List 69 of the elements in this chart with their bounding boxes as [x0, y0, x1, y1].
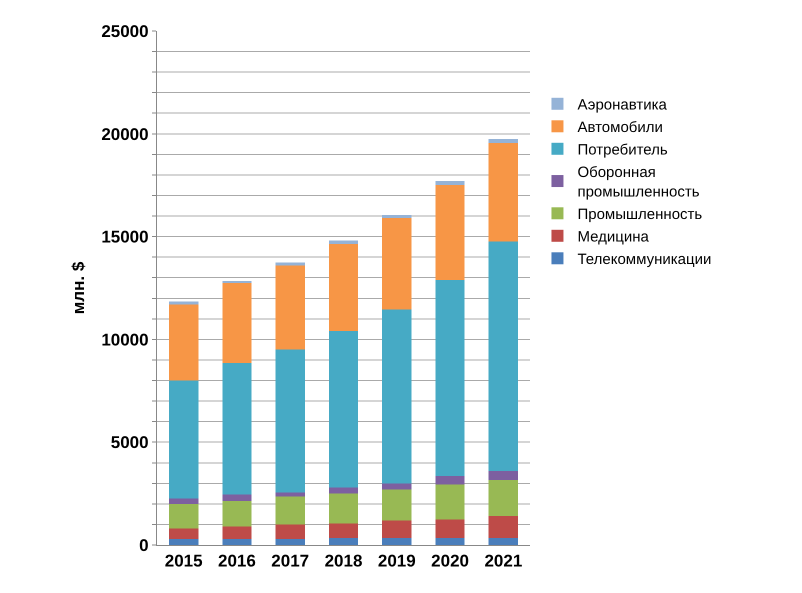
x-tick-label: 2020	[431, 551, 469, 570]
bar	[328, 487, 358, 494]
legend-label: Потребитель	[577, 142, 668, 159]
bar	[382, 218, 412, 310]
y-tick-label: 10000	[101, 330, 149, 350]
bar	[382, 310, 412, 484]
bar	[222, 282, 252, 364]
x-tick-label: 2015	[164, 551, 203, 570]
bar	[382, 489, 412, 520]
bar	[276, 492, 305, 497]
bar	[222, 538, 252, 545]
bar	[382, 483, 412, 490]
bar	[168, 538, 198, 545]
bar	[168, 304, 198, 381]
bar	[222, 363, 252, 495]
bar	[488, 470, 518, 480]
bar	[382, 520, 412, 538]
bar	[488, 143, 518, 242]
bar	[276, 262, 305, 266]
bar	[222, 526, 252, 539]
bar	[328, 538, 358, 545]
bar	[276, 350, 305, 493]
bar	[168, 528, 198, 539]
bar	[435, 538, 465, 545]
bar	[328, 240, 358, 244]
legend-label: Промышленность	[577, 206, 702, 224]
legend-label: Автомобили	[577, 119, 663, 136]
bar	[435, 476, 465, 484]
bar	[435, 484, 465, 520]
bar	[328, 494, 358, 524]
bar	[435, 519, 465, 538]
x-tick-label: 2017	[271, 551, 310, 570]
x-tick-label: 2021	[484, 551, 522, 570]
bar	[435, 181, 465, 186]
bar	[168, 504, 198, 529]
y-tick-label: 25000	[101, 22, 149, 41]
bar	[382, 215, 412, 218]
bar	[328, 523, 358, 538]
x-tick-label: 2016	[218, 551, 256, 570]
bar	[488, 480, 518, 516]
bar	[328, 331, 358, 488]
y-axis-title: млн. $	[68, 261, 88, 314]
x-tick-label: 2018	[324, 551, 362, 570]
legend-label: Оборонная промышленность	[577, 164, 700, 201]
x-tick-label: 2019	[378, 551, 416, 570]
bar	[168, 380, 198, 499]
bar	[168, 301, 198, 304]
bar	[276, 496, 305, 524]
bar	[276, 265, 305, 350]
bar	[276, 538, 305, 545]
y-tick-label: 15000	[101, 228, 149, 247]
y-tick-label: 5000	[110, 433, 149, 452]
legend-label: Аэронавтика	[577, 96, 668, 114]
bar	[488, 242, 518, 471]
legend-label: Медицина	[577, 228, 650, 246]
bar	[488, 516, 518, 538]
bar	[276, 524, 305, 539]
bar	[488, 538, 518, 545]
bar	[435, 280, 465, 476]
bar	[168, 498, 198, 504]
bar	[382, 538, 412, 545]
bar	[435, 185, 465, 280]
bar	[488, 138, 518, 144]
bar	[328, 244, 358, 332]
bar	[222, 500, 252, 526]
bar	[222, 494, 252, 501]
legend-label: Телекоммуникации	[577, 251, 712, 268]
y-tick-label: 0	[139, 536, 149, 555]
y-tick-label: 20000	[101, 124, 149, 144]
